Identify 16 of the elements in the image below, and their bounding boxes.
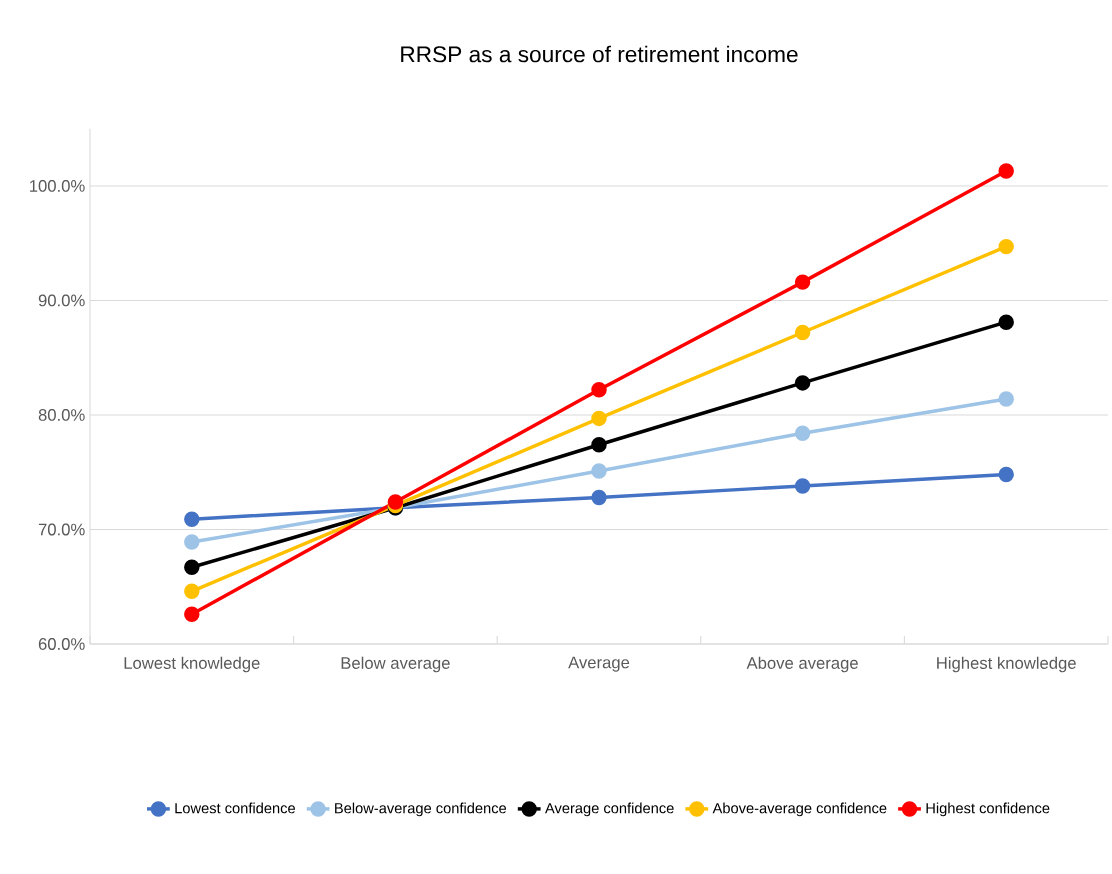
x-tick-label: Lowest knowledge xyxy=(124,656,260,673)
y-tick-label: 80.0% xyxy=(38,409,85,421)
legend-label: Average confidence xyxy=(545,802,674,817)
legend-label: Lowest confidence xyxy=(175,802,295,814)
y-tick-label: 90.0% xyxy=(38,294,85,307)
legend-label: Below-average confidence xyxy=(335,802,507,817)
legend-label: Above-average confidence xyxy=(712,802,887,817)
x-tick-label: Below average xyxy=(341,656,450,673)
x-tick-label: Above average xyxy=(746,656,858,673)
x-tick-label: Average xyxy=(568,656,630,672)
y-tick-label: 100.0% xyxy=(30,180,85,192)
y-tick-label: 70.0% xyxy=(38,523,85,536)
chart-title: RRSP as a source of retirement income xyxy=(401,45,798,63)
legend-label: Highest confidence xyxy=(926,802,1050,817)
x-tick-label: Highest knowledge xyxy=(937,656,1076,673)
y-tick-label: 60.0% xyxy=(38,638,85,650)
